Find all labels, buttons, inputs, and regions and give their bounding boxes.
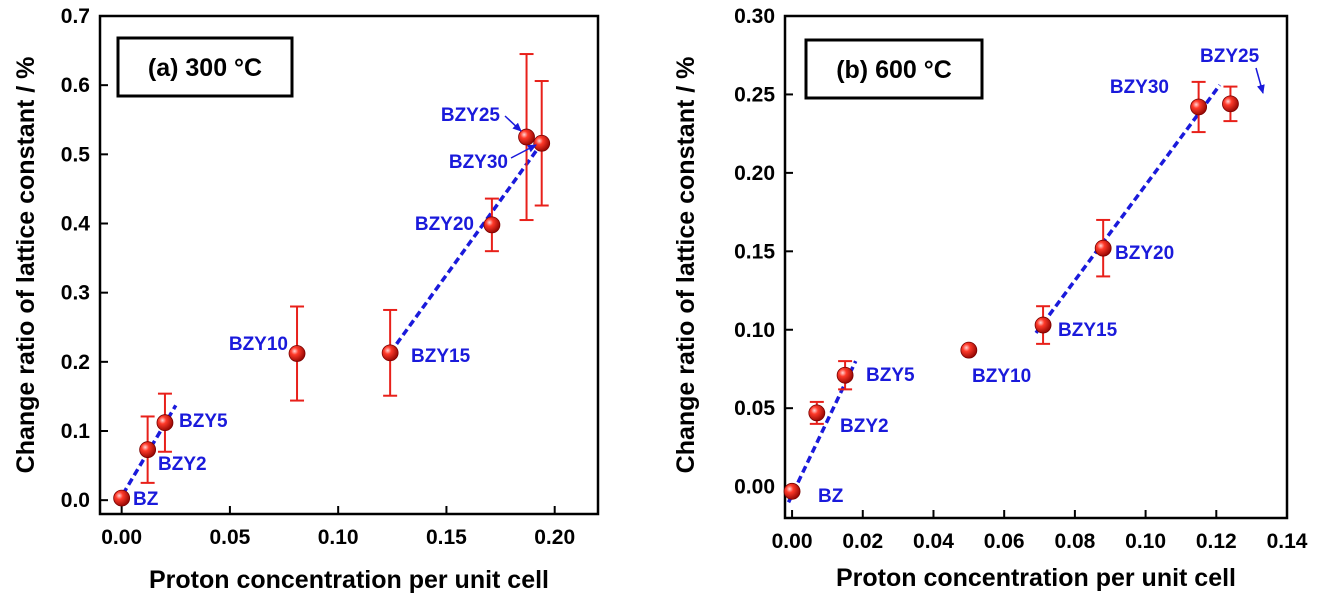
panel-a-ytick-label: 0.2 bbox=[61, 351, 90, 374]
panel-a-ylabel: Change ratio of lattice constant / % bbox=[12, 57, 40, 474]
panel-b-fit-line bbox=[1034, 83, 1222, 334]
panel-b-point-label: BZY2 bbox=[840, 416, 889, 437]
panel-b-ytick-label: 0.10 bbox=[734, 319, 775, 342]
panel-b-point-bzy25 bbox=[1222, 95, 1239, 113]
panel-a-point-label: BZ bbox=[133, 489, 159, 510]
panel-b-point-bzy2 bbox=[808, 404, 826, 422]
panel-b-point-label: BZ bbox=[818, 486, 844, 507]
panel-a-point-label: BZY25 bbox=[441, 105, 501, 126]
panel-a-xtick-label: 0.15 bbox=[426, 526, 467, 549]
panel-b-xtick-label: 0.12 bbox=[1196, 530, 1237, 553]
panel-a-point-bzy25 bbox=[518, 128, 535, 146]
panel-b-annotation-arrow bbox=[1255, 67, 1265, 94]
panel-b-ytick-label: 0.20 bbox=[734, 162, 775, 185]
panel-b-point-bzy30 bbox=[1190, 98, 1208, 116]
panel-b-point-bzy15 bbox=[1034, 316, 1052, 334]
panel-a-frame bbox=[98, 14, 600, 516]
panel-b-fit-line bbox=[786, 360, 858, 504]
panel-a-point-bzy15 bbox=[381, 344, 399, 362]
panel-b-point-label: BZY5 bbox=[866, 365, 915, 386]
panel-a-point-bz bbox=[113, 489, 131, 507]
panel-a-point-bzy20 bbox=[483, 216, 501, 234]
panel-b-xtick-label: 0.14 bbox=[1267, 530, 1308, 553]
panel-b-marks: 0.00 0.02 0.04 0.06 0.08 0.10 0.12 0.14 0.00 0.05… bbox=[734, 5, 1308, 553]
panel-b-xtick-label: 0.10 bbox=[1125, 530, 1166, 553]
panel-b-xlabel: Proton concentration per unit cell bbox=[836, 564, 1236, 592]
panel-b-point-label: BZY30 bbox=[1110, 77, 1169, 98]
panel-b-point-label: BZY10 bbox=[972, 366, 1031, 387]
panel-b: 0.00 0.02 0.04 0.06 0.08 0.10 0.12 0.14 0.00 0.05… bbox=[672, 5, 1308, 592]
panel-b-ylabel: Change ratio of lattice constant / % bbox=[672, 57, 700, 474]
panel-b-point-bz bbox=[783, 482, 801, 500]
panel-a-point-label: BZY10 bbox=[229, 334, 288, 355]
panel-a-xlabel: Proton concentration per unit cell bbox=[149, 566, 549, 594]
panel-a-point-bzy30 bbox=[533, 134, 551, 152]
panel-a-point-label: BZY2 bbox=[158, 454, 207, 475]
panel-b-ytick-label: 0.00 bbox=[734, 476, 775, 499]
panel-b-xtick-label: 0.06 bbox=[984, 530, 1025, 553]
panel-a-point-label: BZY20 bbox=[415, 214, 474, 235]
panel-b-xtick-label: 0.08 bbox=[1054, 530, 1095, 553]
panel-b-label: (b) 600 °C bbox=[836, 56, 952, 84]
panel-a-ytick-label: 0.6 bbox=[61, 74, 90, 97]
panel-a-label-box bbox=[116, 36, 294, 98]
panel-a-xtick-label: 0.20 bbox=[534, 526, 575, 549]
panel-b-xtick-label: 0.00 bbox=[772, 530, 813, 553]
panel-a-point-label: BZY15 bbox=[411, 346, 471, 367]
panel-b-xtick-label: 0.04 bbox=[913, 530, 954, 553]
panel-b-xtick-label: 0.02 bbox=[842, 530, 883, 553]
panel-a-point-bzy2 bbox=[139, 441, 157, 459]
panel-a-xtick-label: 0.10 bbox=[318, 526, 359, 549]
panel-b-point-label: BZY25 bbox=[1200, 46, 1260, 67]
panel-b-point-bzy20 bbox=[1094, 239, 1112, 257]
panel-a-marks: 0.00 0.05 0.10 0.15 0.20 0.0 0.1 0.2 0.3 0.4 0.5 0.… bbox=[61, 5, 575, 549]
panel-a-xtick-label: 0.05 bbox=[209, 526, 250, 549]
panel-b-point-bzy5 bbox=[836, 366, 854, 384]
panel-a-point-label: BZY30 bbox=[449, 152, 508, 173]
panel-a-xtick-label: 0.00 bbox=[101, 526, 142, 549]
panel-b-frame bbox=[783, 14, 1289, 520]
panel-a: 0.00 0.05 0.10 0.15 0.20 0.0 0.1 0.2 0.3 0.4 0.5 0.… bbox=[12, 5, 600, 594]
panel-a-ytick-label: 0.5 bbox=[61, 143, 91, 166]
panel-b-ytick-label: 0.05 bbox=[734, 397, 775, 420]
panel-a-ytick-label: 0.3 bbox=[61, 282, 90, 305]
panel-a-fit-line bbox=[388, 142, 544, 354]
panel-a-annotation-arrow bbox=[510, 144, 537, 159]
panel-a-ytick-label: 0.1 bbox=[61, 420, 91, 443]
panel-b-point-bzy10 bbox=[960, 341, 978, 359]
panel-b-ytick-label: 0.15 bbox=[734, 240, 775, 263]
panel-a-label: (a) 300 °C bbox=[148, 54, 262, 82]
panel-a-point-bzy5 bbox=[156, 414, 174, 432]
panel-b-point-label: BZY20 bbox=[1115, 243, 1174, 264]
panel-b-label-box bbox=[804, 38, 984, 100]
panel-a-ytick-label: 0.7 bbox=[61, 5, 90, 28]
panel-a-annotation-arrow bbox=[504, 115, 522, 132]
panel-b-ytick-label: 0.30 bbox=[734, 5, 775, 28]
panel-a-ytick-label: 0.4 bbox=[61, 213, 91, 236]
panel-a-ytick-label: 0.0 bbox=[61, 489, 90, 512]
panel-b-ytick-label: 0.25 bbox=[734, 83, 775, 106]
panel-b-point-label: BZY15 bbox=[1058, 320, 1118, 341]
panel-a-point-bzy10 bbox=[288, 345, 306, 362]
panel-a-point-label: BZY5 bbox=[179, 411, 228, 432]
